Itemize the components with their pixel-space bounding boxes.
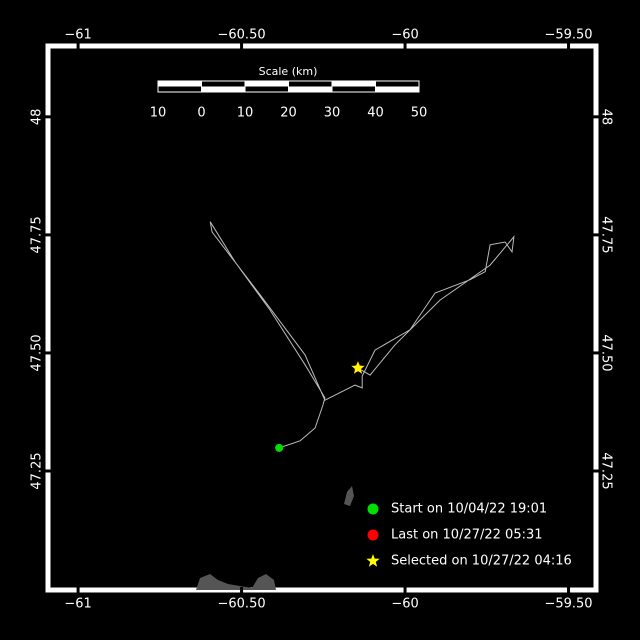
scale-fill [332,81,376,87]
legend-marker [366,554,380,567]
y-tick-label: 48 [599,109,614,126]
point [351,361,365,374]
y-tick-label: 48 [30,109,45,126]
legend-label: Last on 10/27/22 05:31 [391,528,543,543]
y-tick-label: 47.75 [599,216,614,253]
x-tick-label: −60.50 [218,597,266,612]
scale-fill [201,86,245,92]
point [275,443,284,452]
y-tick-label: 47.75 [30,216,45,253]
map-frame [45,43,599,593]
x-tick-label: −59.50 [544,28,592,43]
scale-fill [245,81,289,87]
land [196,574,276,590]
x-tick-label: −60 [391,28,418,43]
scale-label: 30 [324,106,341,121]
scale-fill [158,81,202,87]
overlay: −61 −61 −60.50 −60.50 −60 −60 −59.50 −59.50 47.2… [30,28,614,612]
scale-label: 40 [367,106,384,121]
y-tick-label: 47.50 [30,334,45,371]
x-tick-label: −60 [391,597,418,612]
scale-label: 10 [150,106,167,121]
land [344,486,354,506]
scale-label: 10 [237,106,254,121]
legend-marker [367,529,379,541]
legend-label: Selected on 10/27/22 04:16 [391,554,572,569]
scale-fill [288,86,332,92]
scale-label: 20 [280,106,297,121]
x-tick-label: −61 [64,597,91,612]
x-tick-label: −61 [64,28,91,43]
scale-label: 0 [197,106,205,121]
scale-fill [375,86,419,92]
y-tick-label: 47.25 [599,452,614,489]
scale-label: 50 [411,106,428,121]
legend-label: Start on 10/04/22 19:01 [391,502,547,517]
x-tick-label: −60.50 [218,28,266,43]
x-tick-label: −59.50 [544,597,592,612]
y-tick-label: 47.25 [30,452,45,489]
legend-marker [367,503,379,515]
y-tick-label: 47.50 [599,334,614,371]
track [209,221,515,449]
scale-title: Scale (km) [259,65,318,78]
